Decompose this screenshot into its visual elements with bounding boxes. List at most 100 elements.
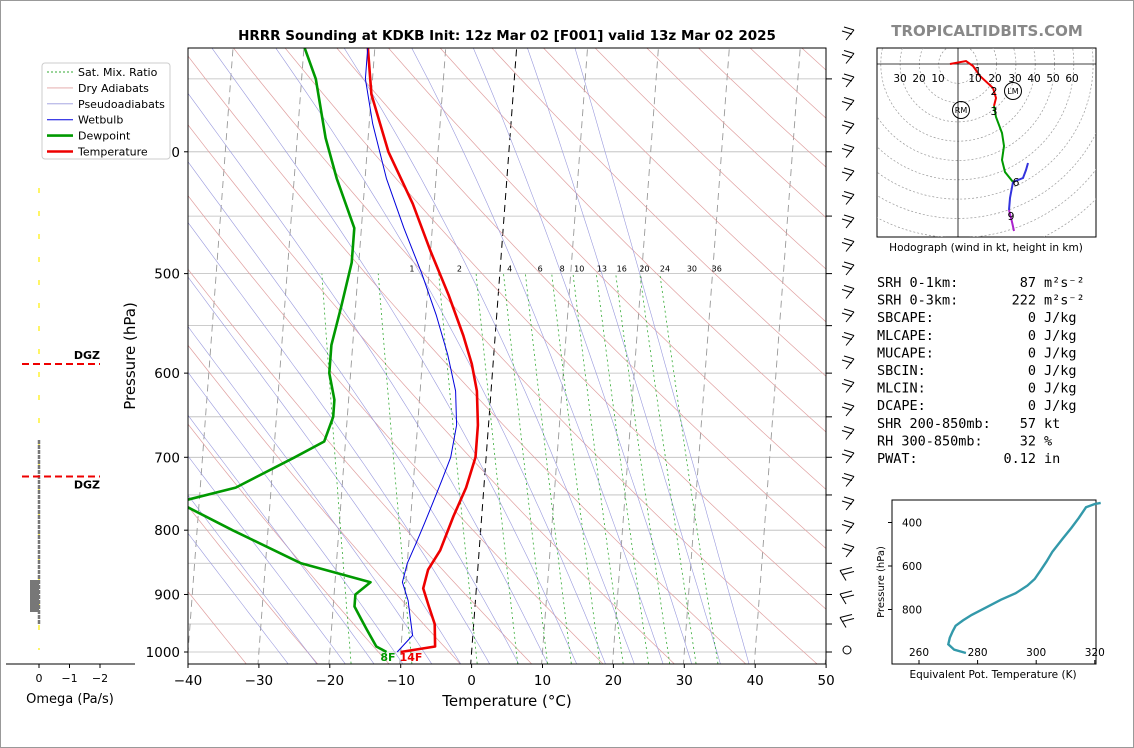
stat-label: SBCAPE: — [877, 310, 934, 326]
wind-barb-flag — [841, 30, 853, 35]
stat-unit: J/kg — [1044, 345, 1077, 361]
wind-barb-flag — [843, 308, 855, 313]
mixing-ratio-labels: 1 2 4 6 8 10 13 16 20 24 30 36 — [409, 265, 722, 274]
pseudoadiabat — [188, 326, 433, 664]
wind-barb-flag — [843, 26, 855, 31]
wind-barb-flag — [843, 73, 855, 78]
wind-barb — [845, 358, 855, 370]
wind-barb — [845, 499, 855, 511]
y-tick-label: 900 — [154, 587, 180, 603]
mixing-ratio-line — [377, 273, 413, 664]
skewt-axes — [184, 47, 832, 668]
wind-barb-flag — [841, 430, 853, 434]
wind-barb — [845, 311, 855, 323]
x-tick-label: 0 — [467, 673, 476, 689]
theta-e-x-tick-label: 260 — [909, 647, 929, 659]
hodograph-height-label: 2 — [991, 85, 998, 98]
wind-barb-flag — [843, 543, 855, 548]
wind-barb — [845, 382, 855, 393]
y-tick-label: 1000 — [146, 645, 180, 661]
hodograph-trace-6-9km-upper — [1012, 162, 1029, 183]
calm-wind-circle — [842, 645, 852, 655]
pseudoadiabat — [188, 371, 404, 664]
wind-barb-flag — [841, 359, 853, 364]
wind-barb-flag — [843, 426, 855, 430]
dry-adiabat — [188, 268, 533, 664]
wind-barb — [845, 546, 855, 558]
wind-barb-flag — [841, 54, 853, 58]
stat-unit: m²s⁻² — [1044, 275, 1085, 291]
stat-unit: J/kg — [1044, 363, 1077, 379]
dewpoint-line — [188, 48, 388, 654]
stat-value: 0.12 — [1003, 451, 1036, 467]
wind-barb — [839, 617, 847, 628]
x-tick-label: 40 — [747, 673, 764, 689]
wind-barb-flag — [841, 477, 853, 481]
x-tick-label: 50 — [818, 673, 835, 689]
mixing-ratio-label: 10 — [574, 265, 584, 274]
stat-value: 222 — [1012, 293, 1036, 309]
mixing-ratio-label: 16 — [617, 265, 627, 274]
theta-e-x-tick-label: 300 — [1026, 647, 1046, 659]
hodograph-trace-0-3km — [949, 59, 998, 107]
stat-label: SRH 0-1km: — [877, 275, 958, 291]
storm-motion-marker — [952, 101, 970, 119]
wind-barb — [845, 147, 855, 158]
hodograph-frame — [876, 47, 1097, 238]
wind-barb-flag — [843, 167, 855, 172]
mixing-ratio-label: 2 — [457, 265, 462, 274]
hodograph-ring-label: 20 — [912, 73, 925, 85]
legend-label: Temperature — [77, 146, 148, 159]
wind-barb-flag — [843, 520, 855, 524]
omega-tick-label: 0 — [36, 672, 43, 685]
stat-label: MLCAPE: — [877, 328, 934, 344]
x-tick-label: 30 — [676, 673, 693, 689]
hodograph-ring-label: 60 — [1065, 73, 1078, 85]
hodograph-trace-9km-plus — [1008, 209, 1015, 232]
mixing-ratio-line — [639, 273, 697, 664]
y-tick-label: 700 — [154, 450, 180, 466]
omega-peak — [30, 580, 39, 612]
dry-adiabat — [188, 423, 390, 664]
x-tick-label: 20 — [605, 673, 622, 689]
wetbulb-line — [364, 48, 458, 653]
mixing-ratio-label: 30 — [687, 265, 697, 274]
legend-label: Dewpoint — [78, 130, 131, 143]
pseudoadiabat — [211, 48, 577, 664]
legend-label: Sat. Mix. Ratio — [78, 66, 158, 79]
wind-barb-flag — [843, 379, 855, 383]
wind-barb-flag — [843, 120, 855, 125]
wind-barb — [845, 452, 855, 464]
stat-value: 87 — [1020, 275, 1036, 291]
wind-barb — [839, 570, 847, 581]
omega-tick-label: −2 — [92, 672, 108, 685]
wind-barb-flag — [843, 97, 855, 101]
stat-label: SRH 0-3km: — [877, 293, 958, 309]
dry-adiabat — [232, 48, 818, 664]
wind-barb-flag — [841, 312, 853, 317]
hodograph-height-label: 3 — [991, 105, 998, 118]
hodograph-ring-label: 40 — [1027, 73, 1040, 85]
temperature-line — [366, 48, 480, 654]
theta-e-y-label: Pressure (hPa) — [876, 546, 887, 618]
wind-barb-flag — [841, 77, 853, 82]
wind-barb — [845, 76, 855, 88]
wind-barb-flag — [843, 449, 855, 454]
wind-barb — [845, 194, 855, 205]
stat-value: 0 — [1028, 310, 1036, 326]
x-tick-label: −30 — [245, 673, 274, 689]
mixing-ratio-line — [503, 273, 548, 664]
wind-barb — [845, 100, 855, 111]
dry-adiabat — [284, 48, 826, 610]
stat-unit: J/kg — [1044, 310, 1077, 326]
dry-adiabat — [188, 505, 319, 664]
wind-barb-flag — [841, 265, 853, 270]
pseudoadiabat — [411, 48, 664, 664]
wind-barb-flag — [843, 191, 855, 195]
omega-tick-label: −1 — [61, 672, 77, 685]
storm-motion-label: RM — [955, 106, 968, 115]
hodograph-ring-label: 50 — [1046, 73, 1059, 85]
wind-barb — [845, 170, 855, 182]
wind-barb — [845, 217, 855, 229]
isotherm — [541, 48, 588, 664]
